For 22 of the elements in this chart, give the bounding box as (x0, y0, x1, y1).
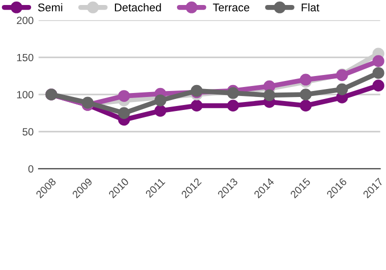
point (300, 100, 312, 112)
y-tick-label: 200 (16, 16, 34, 24)
point (300, 88, 312, 100)
y-tick-label: 100 (17, 91, 34, 98)
point (263, 89, 276, 102)
legend-label: Detached (114, 3, 161, 12)
point (227, 100, 239, 112)
point (118, 90, 130, 102)
point (118, 107, 130, 119)
y-tick-label: 150 (17, 54, 34, 62)
point (190, 100, 203, 112)
point (336, 83, 348, 96)
y-tick-label: 0 (28, 165, 34, 173)
point (372, 80, 384, 92)
y-tick-label: 50 (22, 128, 34, 136)
legend-label: Semi (38, 3, 62, 12)
point (372, 67, 384, 79)
legend-label: Terrace (212, 4, 250, 12)
point (372, 55, 384, 67)
point (154, 104, 166, 117)
legend-label: Flat (302, 3, 320, 12)
point (154, 94, 166, 106)
